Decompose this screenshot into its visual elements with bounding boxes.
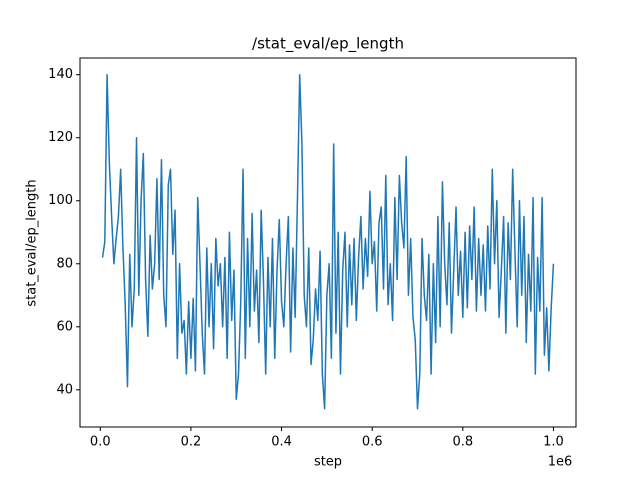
- x-offset-label: 1e6: [548, 455, 573, 470]
- y-tick-label: 140: [48, 67, 73, 82]
- line-series: [101, 73, 555, 410]
- chart-title: /stat_eval/ep_length: [252, 35, 404, 54]
- x-axis-label: step: [314, 455, 342, 470]
- x-tick-label: 0.2: [181, 435, 202, 450]
- x-tick-label: 0.8: [452, 435, 473, 450]
- y-tick-label: 80: [56, 256, 73, 271]
- y-tick-label: 120: [48, 130, 73, 145]
- plot-frame: [79, 57, 577, 428]
- x-tick-label: 0.0: [90, 435, 111, 450]
- x-tick-label: 1.0: [543, 435, 564, 450]
- y-tick-label: 40: [56, 382, 73, 397]
- y-tick-label: 60: [56, 319, 73, 334]
- x-tick-label: 0.4: [271, 435, 292, 450]
- y-tick-label: 100: [48, 193, 73, 208]
- x-tick-label: 0.6: [362, 435, 383, 450]
- y-axis-label: stat_eval/ep_length: [25, 179, 40, 306]
